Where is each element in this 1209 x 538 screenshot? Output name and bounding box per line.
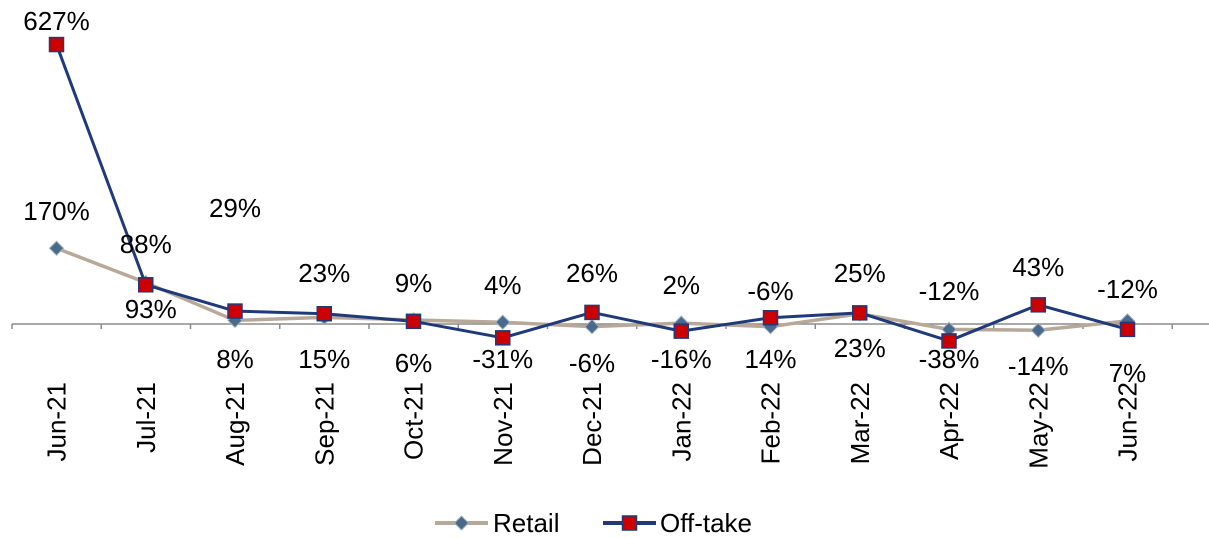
point-off-take[interactable] xyxy=(762,310,779,326)
data-label-off-take: -12% xyxy=(1097,274,1158,304)
series-layer xyxy=(48,36,1136,349)
x-tick-label: Oct-21 xyxy=(399,382,429,460)
data-label-retail: -12% xyxy=(919,276,980,306)
legend-item-retail[interactable]: Retail xyxy=(435,508,559,538)
x-tick-label: Jun-22 xyxy=(1113,382,1143,462)
point-off-take[interactable] xyxy=(227,303,243,319)
point-retail[interactable] xyxy=(1030,322,1046,338)
point-retail[interactable] xyxy=(48,240,65,256)
point-off-take[interactable] xyxy=(138,277,154,293)
point-off-take[interactable] xyxy=(316,305,332,322)
data-label-retail: 2% xyxy=(662,270,700,300)
data-label-off-take: 88% xyxy=(120,229,172,259)
x-tick-label: Jun-21 xyxy=(42,382,72,462)
data-label-retail: 7% xyxy=(1109,358,1147,388)
data-label-off-take: 25% xyxy=(834,258,886,288)
point-off-take[interactable] xyxy=(48,36,65,53)
legend-item-off-take[interactable]: Off-take xyxy=(603,508,752,538)
data-label-off-take: -16% xyxy=(651,344,712,374)
point-off-take[interactable] xyxy=(584,304,600,321)
data-label-retail: 9% xyxy=(395,268,433,298)
point-off-take[interactable] xyxy=(852,305,868,321)
x-tick-label: Sep-21 xyxy=(309,382,339,466)
point-off-take[interactable] xyxy=(405,313,422,330)
legend-off-take-marker-icon xyxy=(621,515,638,531)
data-label-retail: 170% xyxy=(23,196,90,226)
point-off-take[interactable] xyxy=(1119,321,1136,338)
x-tick-label: Nov-21 xyxy=(488,382,518,466)
x-tick-label: Jul-21 xyxy=(131,382,161,453)
data-label-layer: 170% 93% 8% 15% 9% 4% -6% 2% -6% 23% -12% -14% 7% 627… xyxy=(23,6,1158,388)
legend: Retail Off-take xyxy=(435,508,752,538)
data-label-off-take: 14% xyxy=(744,344,796,374)
point-off-take[interactable] xyxy=(673,323,689,339)
data-label-retail: -6% xyxy=(747,276,793,306)
data-label-retail: 93% xyxy=(125,294,177,324)
data-label-retail: 15% xyxy=(298,344,350,374)
x-tick-label: Aug-21 xyxy=(220,382,250,466)
legend-retail-marker-icon xyxy=(453,515,470,531)
point-off-take[interactable] xyxy=(941,333,957,349)
data-label-off-take: 26% xyxy=(566,258,618,288)
point-retail[interactable] xyxy=(495,314,511,330)
x-tick-label: Mar-22 xyxy=(845,382,875,464)
x-tick-label: Apr-22 xyxy=(934,382,964,460)
data-label-off-take: 23% xyxy=(298,258,350,288)
data-label-off-take: -31% xyxy=(472,344,533,374)
point-off-take[interactable] xyxy=(495,330,511,346)
point-retail[interactable] xyxy=(584,318,600,335)
x-tick-label: Dec-21 xyxy=(577,382,607,466)
series-off-take xyxy=(48,36,1136,349)
legend-retail-label: Retail xyxy=(493,508,559,538)
legend-off-take-label: Off-take xyxy=(660,508,752,538)
data-label-off-take: -38% xyxy=(919,344,980,374)
x-tick-label: May-22 xyxy=(1023,382,1053,469)
data-label-off-take: 6% xyxy=(395,348,433,378)
x-tick-label: Jan-22 xyxy=(666,382,696,462)
data-label-off-take: 627% xyxy=(23,6,90,36)
data-label-off-take: 43% xyxy=(1012,252,1064,282)
data-label-retail: 4% xyxy=(484,270,522,300)
data-label-retail: 23% xyxy=(834,333,886,363)
x-tick-layer: Jun-21 Jul-21 Aug-21 Sep-21 Oct-21 Nov-21 Dec-… xyxy=(42,382,1143,469)
data-label-retail: -14% xyxy=(1008,351,1069,381)
point-off-take[interactable] xyxy=(1030,297,1046,313)
data-label-retail: -6% xyxy=(569,348,615,378)
x-tick-label: Feb-22 xyxy=(756,382,786,464)
data-label-retail: 8% xyxy=(216,344,254,374)
data-label-off-take: 29% xyxy=(209,193,261,223)
